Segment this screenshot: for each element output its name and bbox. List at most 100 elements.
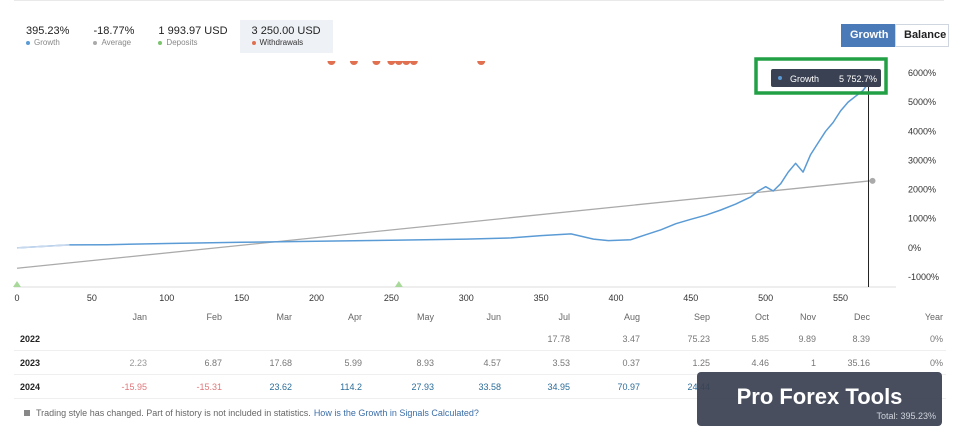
table-value-cell[interactable]: 4.46 [751, 358, 769, 368]
table-header-cell: Year [924, 312, 943, 322]
stat-deposits[interactable]: 1 993.97 USD Deposits [146, 20, 239, 53]
x-tick-label: 550 [833, 293, 848, 303]
growth-line [16, 79, 872, 249]
table-value-cell[interactable]: 0% [929, 334, 943, 344]
table-header-cell: Jan [132, 312, 147, 322]
table-value-cell[interactable]: 8.93 [416, 358, 434, 368]
stat-withdrawals[interactable]: 3 250.00 USD Withdrawals [239, 20, 333, 53]
table-value-cell[interactable]: 8.39 [852, 334, 870, 344]
table-value-cell[interactable]: 3.53 [552, 358, 570, 368]
y-tick-label: -1000% [908, 272, 939, 282]
table-header-cell: Feb [206, 312, 222, 322]
table-value-cell[interactable]: 17.78 [547, 334, 570, 344]
watermark-title: Pro Forex Tools [736, 384, 903, 409]
history-note-text: Trading style has changed. Part of histo… [36, 408, 311, 418]
table-value-cell[interactable]: 17.68 [269, 358, 292, 368]
table-header-cell: May [416, 312, 434, 322]
y-tick-label: 6000% [908, 68, 936, 78]
table-value-cell[interactable]: -15.31 [196, 382, 222, 392]
withdrawal-marker [387, 61, 396, 65]
table-value-cell[interactable]: 33.58 [478, 382, 501, 392]
table-header-cell: Sep [693, 312, 710, 322]
table-value-cell[interactable]: 9.89 [798, 334, 816, 344]
growth-calculation-link[interactable]: How is the Growth in Signals Calculated? [313, 408, 479, 418]
withdrawal-marker [409, 61, 418, 65]
monthly-growth-table: Jan Feb Mar Apr May Jun Jul Aug Sep Oct Nov Dec Year… [14, 307, 946, 399]
table-header-cell: Jul [558, 312, 570, 322]
watermark-badge: Pro Forex Tools Total: 395.23% [697, 372, 942, 426]
table-header-cell: Oct [754, 312, 769, 322]
x-tick-label: 200 [309, 293, 324, 303]
history-note: Trading style has changed. Part of histo… [24, 408, 479, 418]
tooltip-label: Growth [790, 74, 819, 84]
table-header-cell: Mar [276, 312, 293, 322]
table-value-cell[interactable]: 5.99 [344, 358, 362, 368]
y-tick-label: 1000% [908, 214, 936, 224]
stat-growth[interactable]: 395.23% Growth [14, 20, 81, 53]
table-value-cell[interactable]: 0% [929, 358, 943, 368]
tooltip-box [771, 69, 881, 87]
table-value-cell[interactable]: 6.87 [204, 358, 222, 368]
withdrawal-marker [394, 61, 403, 65]
withdrawal-marker [372, 61, 381, 65]
x-tick-label: 400 [608, 293, 623, 303]
average-line [16, 180, 871, 269]
table-header-cell: Jun [486, 312, 501, 322]
table-header-cell: Apr [347, 312, 362, 322]
chart-mode-toggle: Growth Balance [841, 24, 949, 47]
stat-withdrawals-label: Withdrawals [259, 38, 304, 47]
table-value-cell[interactable]: 3.47 [622, 334, 640, 344]
tooltip-value: 5 752.7% [839, 74, 877, 84]
x-tick-label: 450 [683, 293, 698, 303]
growth-tab[interactable]: Growth [841, 24, 895, 47]
table-value-cell[interactable]: 70.97 [617, 382, 640, 392]
table-value-cell[interactable]: 27.93 [411, 382, 434, 392]
top-divider [14, 0, 944, 1]
stat-average-label: Average [101, 38, 132, 47]
table-value-cell[interactable]: 75.23 [687, 334, 710, 344]
table-value-cell[interactable]: 114.2 [340, 382, 362, 392]
table-row: 2024 -15.95 -15.31 23.62 114.2 27.93 33.58 34.9… [14, 375, 946, 399]
table-value-cell[interactable]: 1.25 [692, 358, 710, 368]
table-header-cell: Nov [799, 312, 816, 322]
balance-tab[interactable]: Balance [895, 24, 949, 47]
stat-growth-value: 395.23% [26, 25, 70, 37]
stats-bar: 395.23% Growth -18.77% Average 1 993.97 … [14, 20, 333, 53]
stat-average-value: -18.77% [93, 25, 135, 37]
x-tick-label: 0 [14, 293, 19, 303]
deposit-marker [13, 281, 21, 287]
table-value-cell[interactable]: 34.95 [547, 382, 570, 392]
x-tick-label: 500 [758, 293, 773, 303]
table-value-cell[interactable]: -15.95 [121, 382, 147, 392]
tooltip-highlight-box [754, 57, 888, 95]
watermark-total: Total: 395.23% [876, 411, 936, 421]
growth-chart[interactable]: -1000% 0% 1000% 2000% 3000% 4000% 5000% 6000% 0 5… [0, 55, 960, 310]
deposit-marker [394, 281, 403, 287]
x-tick-label: 150 [234, 293, 249, 303]
table-value-cell[interactable]: 4.57 [483, 358, 501, 368]
table-value-cell[interactable]: 0.37 [622, 358, 640, 368]
table-header-cell: Aug [623, 312, 640, 322]
stat-average[interactable]: -18.77% Average [81, 20, 146, 53]
table-value-cell[interactable]: 1 [810, 358, 816, 368]
growth-dot-icon [26, 40, 30, 45]
withdrawal-marker [327, 61, 336, 65]
y-tick-label: 5000% [908, 97, 936, 107]
x-tick-label: 50 [87, 293, 97, 303]
average-end-point [869, 177, 876, 184]
table-value-cell[interactable]: 2.23 [129, 358, 147, 368]
table-value-cell[interactable]: 35.16 [847, 358, 870, 368]
info-square-icon [24, 410, 30, 416]
table-value-cell[interactable]: 23.62 [269, 382, 292, 392]
y-tick-label: 2000% [908, 185, 936, 195]
table-row: 2023 2.23 6.87 17.68 5.99 8.93 4.57 3.53 0.37 1.2… [14, 351, 946, 375]
table-value-cell[interactable]: 5.85 [751, 334, 769, 344]
y-tick-label: 0% [908, 243, 921, 253]
average-dot-icon [93, 40, 98, 45]
table-year-cell: 2024 [20, 382, 41, 392]
x-tick-label: 250 [384, 293, 399, 303]
withdrawals-dot-icon [251, 40, 256, 45]
x-tick-label: 350 [534, 293, 549, 303]
withdrawal-marker [477, 61, 486, 65]
tooltip-dot-icon [778, 76, 782, 80]
